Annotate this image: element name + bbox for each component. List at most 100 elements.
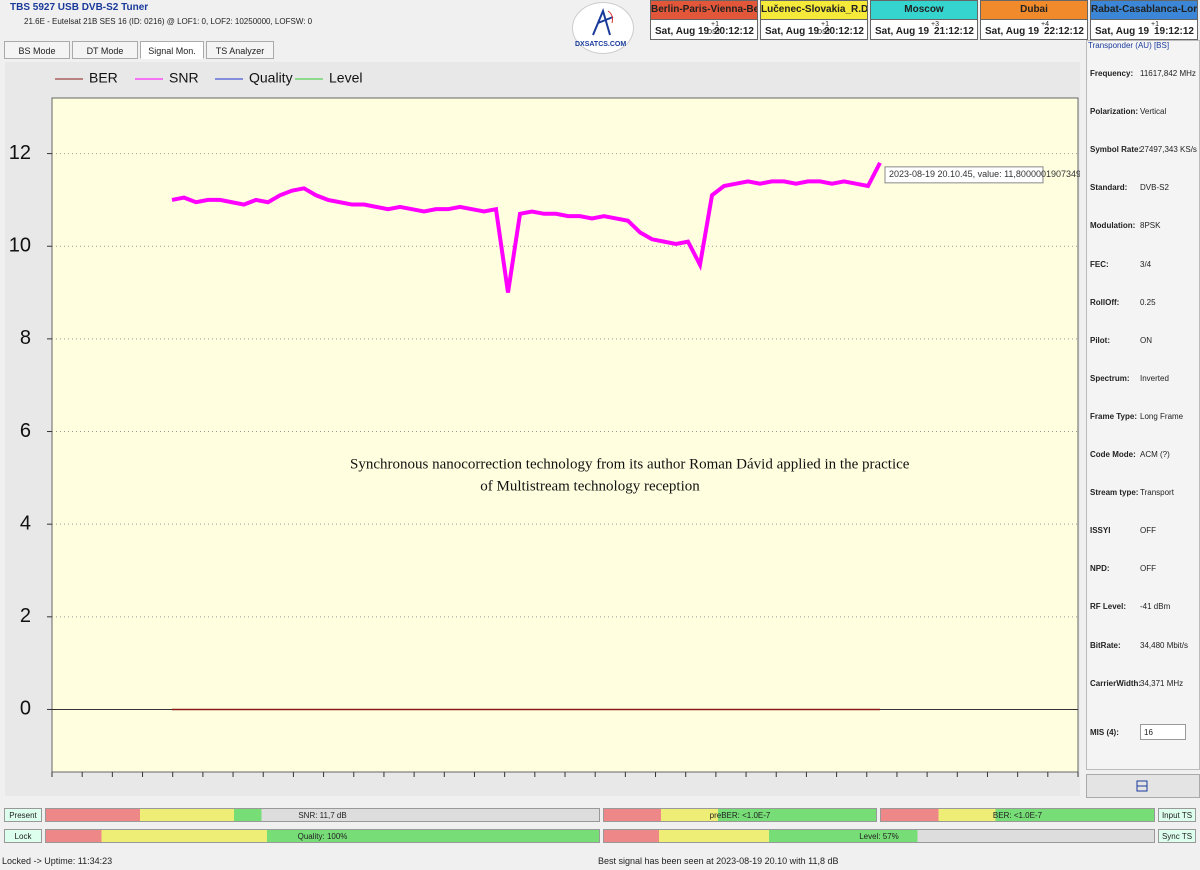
y-tick-label: 0 [20,698,31,720]
field-value: ON [1140,335,1152,345]
field-row: CarrierWidth: 34,371 MHz [1090,678,1183,688]
field-label: Frequency: [1090,69,1134,78]
clock-city: Rabat-Casablanca-London [1091,1,1197,20]
field-value: Transport [1140,488,1174,498]
y-tick-label: 8 [20,327,31,349]
clock: Moscow Sat, Aug 19 +3 21:12:12 [870,0,978,40]
quality-text: Quality: 100% [297,832,348,841]
clock-offset: +1 [821,21,829,28]
snr-text: SNR: 11,7 dB [298,811,347,820]
quality-gauge: Quality: 100% [45,829,600,843]
y-tick-label: 10 [9,235,31,257]
clock-date: Sat, Aug 19 [875,26,930,37]
field-label: Frame Type: [1090,411,1137,421]
clock: Dubai Sat, Aug 19 +4 22:12:12 [980,0,1088,40]
clock-time: 20:12:12 [823,26,864,37]
clock-dst: DST [707,29,721,36]
clock-offset: +4 [1041,21,1049,28]
app-subtitle: 21.6E - Eutelsat 21B SES 16 (ID: 0216) @… [24,17,313,26]
annotation: of Multistream technology reception [480,478,700,494]
status-left: Locked -> Uptime: 11:34:23 [2,856,113,866]
field-value: 34,480 Mbit/s [1140,640,1189,650]
level-text: Level: 57% [859,832,899,841]
field-value: Vertical [1140,107,1167,117]
field-value: 8PSK [1140,221,1161,231]
field-row: ISSYI OFF [1090,526,1156,536]
legend-label: BER [89,70,118,86]
field-row: RollOff: 0.25 [1090,297,1156,307]
y-tick-label: 6 [20,420,31,442]
field-row: Polarization: Vertical [1090,107,1166,117]
clock-date: Sat, Aug 19 [985,26,1040,37]
logo-icon [592,8,614,36]
field-label: RF Level: [1090,602,1127,612]
field-row: Symbol Rate: 27497,343 KS/s [1090,145,1197,155]
preber-gauge: preBER: <1.0E-7 [603,808,877,822]
clock-city: Berlin-Paris-Vienna-Belgrade [651,1,757,20]
field-value: OFF [1140,564,1156,574]
tooltip-text: 2023-08-19 20.10.45, value: 11,800000190… [889,169,1080,179]
clock-time: 20:12:12 [713,26,754,37]
tab[interactable]: BS Mode [4,41,70,59]
field-row: Standard: DVB-S2 [1090,183,1169,193]
field-label: Polarization: [1090,107,1139,117]
field-row: FEC: 3/4 [1090,260,1151,269]
field-value: OFF [1140,526,1156,536]
tab[interactable]: TS Analyzer (OK) [206,41,274,74]
level-gauge: Level: 57% [603,829,1155,843]
field-value: Long Frame [1140,411,1184,421]
legend-label: Level [329,70,362,86]
field-row: Spectrum: Inverted [1090,373,1169,383]
field-label: Spectrum: [1090,373,1130,383]
tab[interactable]: DT Mode [72,41,138,59]
clock-city: Dubai [981,1,1087,20]
field-label: BitRate: [1090,640,1121,650]
field-label: Stream type: [1090,488,1139,498]
ber-text: BER: <1.0E-7 [992,811,1043,820]
y-tick-label: 4 [20,512,31,534]
field-row: Frequency: 11617,842 MHz [1090,69,1196,78]
logo-text: DXSATCS.COM [575,41,627,48]
clock-date: Sat, Aug 19 [655,26,710,37]
ber-gauge: BER: <1.0E-7 [880,808,1155,822]
app-title: TBS 5927 USB DVB-S2 Tuner [10,2,149,13]
info-panel [1086,40,1200,770]
series-line [171,161,882,293]
field-label: Code Mode: [1090,450,1136,459]
lock-indicator: Lock [4,829,42,843]
field-row: BitRate: 34,480 Mbit/s [1090,640,1188,650]
field-value: -41 dBm [1140,602,1171,612]
field-label: Symbol Rate: [1090,145,1142,155]
clock-date: Sat, Aug 19 [765,26,820,37]
tooltip-box [884,166,1044,184]
clock-time: 22:12:12 [1043,26,1084,37]
field-row: RF Level: -41 dBm [1090,602,1170,612]
clock-city: Moscow [871,1,977,20]
button-icon [1136,780,1148,792]
chart: 0 2 4 6 8 10 12 BER SNR Quality Level 2023-08-19 20… [5,62,1080,796]
panel-button[interactable] [1086,774,1200,798]
input-ts-indicator: Input TS [1158,808,1196,822]
clock-dst: DST [817,29,831,36]
field-value: 3/4 [1140,259,1152,269]
field-label: RollOff: [1090,297,1120,307]
clock: Lučenec-Slovakia_R.Dávid Sat, Aug 19+1DST… [760,0,868,40]
field-label: ISSYI [1090,526,1111,536]
status-center: Best signal has been seen at 2023-08-19 … [598,856,839,866]
field-value: 0.25 [1140,297,1156,307]
clock-date: Sat, Aug 19 [1095,26,1150,37]
field-value: Inverted [1140,373,1169,383]
clock: Rabat-Casablanca-London Sat, Aug 19+119:1… [1090,0,1198,40]
mis-select[interactable]: 16 [1140,724,1186,740]
clock-offset: +1 [1151,21,1159,28]
field-value: 34,371 MHz [1140,678,1184,688]
tab[interactable]: Signal Mon. [140,41,204,59]
clock-offset: +1 [711,21,719,28]
clock-city: Lučenec-Slovakia_R.Dávid [761,1,867,20]
y-tick-label: 12 [9,142,31,164]
field-label: CarrierWidth: [1090,678,1142,688]
field-label: Standard: [1090,183,1128,193]
clock-time: 19:12:12 [1153,26,1194,37]
field-label: NPD: [1090,564,1110,574]
legend-label: SNR [169,70,199,86]
